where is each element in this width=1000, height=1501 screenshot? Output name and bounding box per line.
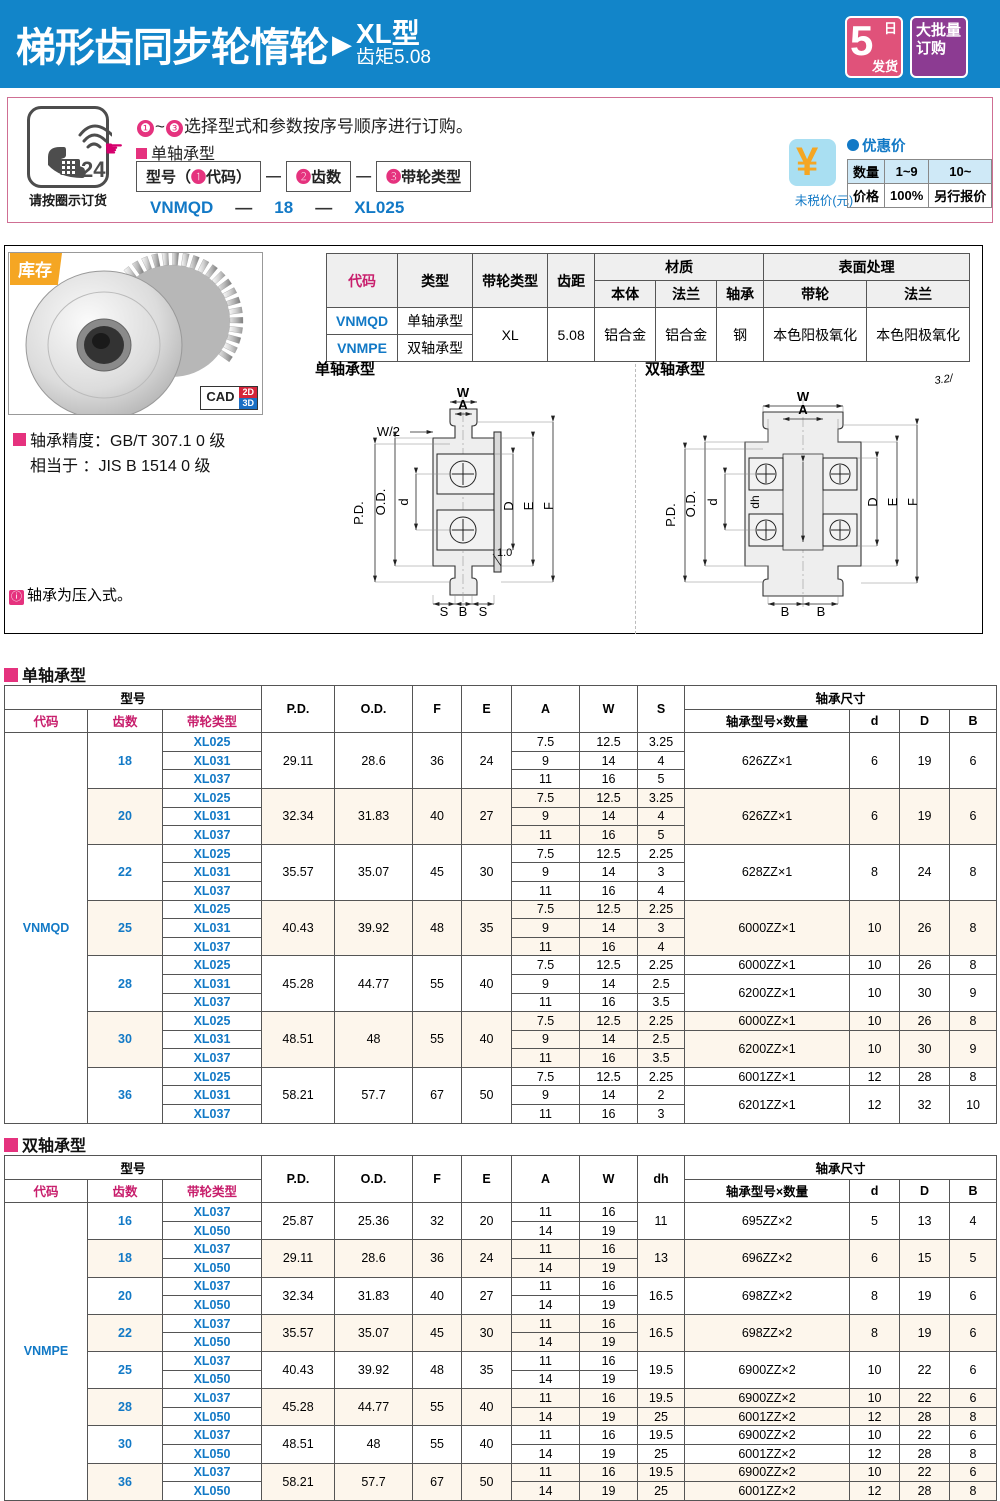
svg-text:3.2/: 3.2/	[934, 372, 955, 387]
svg-text:单轴承型: 单轴承型	[315, 360, 375, 378]
svg-text:d: d	[396, 498, 411, 505]
svg-text:双轴承型: 双轴承型	[645, 360, 705, 378]
svg-text:P.D.: P.D.	[351, 501, 366, 525]
svg-text:D: D	[501, 501, 516, 510]
svg-text:O.D.: O.D.	[683, 491, 698, 518]
svg-text:F: F	[905, 498, 920, 506]
svg-text:S: S	[440, 604, 449, 619]
svg-text:B: B	[781, 604, 790, 619]
svg-text:S: S	[479, 604, 488, 619]
svg-text:A: A	[798, 402, 808, 417]
svg-text:A: A	[458, 397, 468, 412]
svg-text:E: E	[521, 501, 536, 510]
svg-text:24: 24	[81, 157, 106, 182]
svg-text:D: D	[865, 497, 880, 506]
svg-text:O.D.: O.D.	[373, 489, 388, 516]
svg-text:d: d	[705, 498, 720, 505]
svg-text:P.D.: P.D.	[663, 503, 678, 527]
svg-text:B: B	[817, 604, 826, 619]
svg-text:dh: dh	[748, 495, 762, 508]
svg-text:F: F	[541, 502, 556, 510]
svg-text:1.0: 1.0	[497, 547, 512, 559]
svg-text:W/2: W/2	[377, 424, 400, 439]
svg-text:¥: ¥	[796, 141, 819, 184]
svg-text:B: B	[459, 604, 468, 619]
svg-text:E: E	[885, 497, 900, 506]
